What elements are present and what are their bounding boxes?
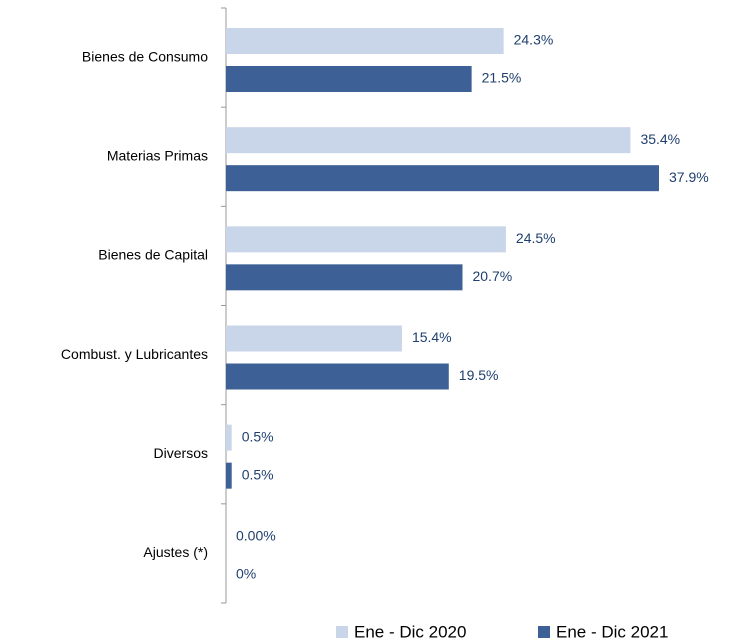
value-label: 20.7%: [472, 268, 512, 284]
bar: [226, 325, 402, 352]
category-label: Ajustes (*): [143, 544, 208, 560]
legend-label: Ene - Dic 2021: [556, 622, 668, 641]
bar: [226, 424, 232, 451]
value-label: 0.5%: [242, 466, 274, 482]
category-label: Materias Primas: [107, 147, 208, 163]
bar: [226, 226, 506, 253]
value-label: 35.4%: [640, 131, 680, 147]
bar: [226, 363, 449, 390]
value-label: 19.5%: [459, 367, 499, 383]
bar: [226, 66, 472, 92]
value-label: 21.5%: [482, 70, 522, 86]
value-label: 15.4%: [412, 329, 452, 345]
bar: [226, 462, 232, 489]
legend-swatch: [538, 626, 550, 638]
bar: [226, 28, 504, 54]
value-label: 0.00%: [236, 528, 276, 544]
value-label: 0%: [236, 566, 256, 582]
bar: [226, 165, 659, 192]
value-label: 0.5%: [242, 428, 274, 444]
category-label: Bienes de Consumo: [82, 48, 208, 64]
legend-label: Ene - Dic 2020: [354, 622, 466, 641]
value-label: 37.9%: [669, 169, 709, 185]
value-label: 24.3%: [514, 32, 554, 48]
bar: [226, 127, 631, 154]
legend-swatch: [336, 626, 348, 638]
value-label: 24.5%: [516, 230, 556, 246]
category-label: Bienes de Capital: [98, 247, 208, 263]
bar: [226, 264, 463, 291]
category-label: Combust. y Lubricantes: [61, 346, 208, 362]
category-label: Diversos: [154, 445, 208, 461]
